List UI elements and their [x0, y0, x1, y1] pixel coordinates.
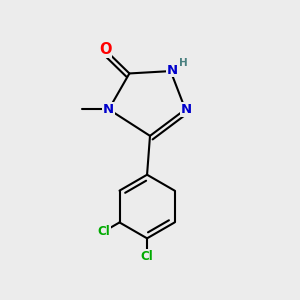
Text: N: N: [103, 103, 114, 116]
Text: Cl: Cl: [141, 250, 153, 262]
Text: H: H: [178, 58, 188, 68]
Text: Cl: Cl: [98, 225, 111, 238]
Text: N: N: [167, 64, 178, 77]
Text: N: N: [181, 103, 192, 116]
Text: O: O: [99, 42, 112, 57]
